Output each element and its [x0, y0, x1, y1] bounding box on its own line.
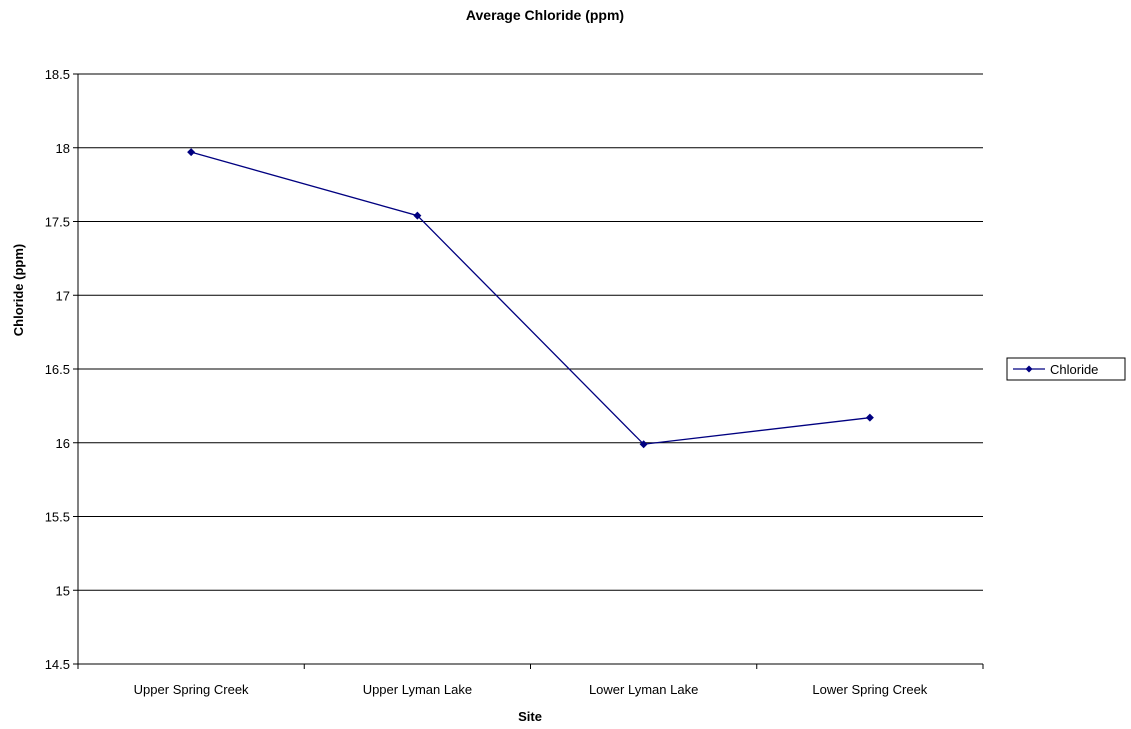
data-point — [413, 211, 422, 220]
data-point — [639, 440, 648, 449]
y-tick-labels: 14.5 15 15.5 16 16.5 17 17.5 18 18.5 — [45, 67, 78, 672]
x-tick-label: Lower Spring Creek — [812, 682, 927, 697]
y-tick-label: 16 — [56, 436, 70, 451]
y-tick-label: 15.5 — [45, 510, 70, 525]
x-axis-title: Site — [518, 709, 542, 724]
y-tick-label: 16.5 — [45, 362, 70, 377]
series-chloride — [187, 148, 874, 449]
grid-lines — [78, 73, 983, 591]
y-tick-label: 18.5 — [45, 67, 70, 82]
data-point — [865, 413, 874, 422]
legend: Chloride — [1006, 357, 1126, 381]
chart-title: Average Chloride (ppm) — [466, 7, 624, 23]
y-tick-label: 17 — [56, 288, 70, 303]
x-tick-label: Lower Lyman Lake — [589, 682, 698, 697]
y-tick-label: 15 — [56, 583, 70, 598]
legend-label-chloride: Chloride — [1050, 362, 1098, 377]
x-tick-label: Upper Spring Creek — [134, 682, 249, 697]
series-line — [190, 151, 870, 445]
x-tick-labels: Upper Spring Creek Upper Lyman Lake Lower … — [77, 664, 984, 697]
y-axis-title: Chloride (ppm) — [11, 244, 26, 336]
legend-box — [1006, 357, 1126, 381]
data-point — [187, 148, 196, 157]
y-tick-label: 18 — [56, 141, 70, 156]
y-tick-label: 14.5 — [45, 657, 70, 672]
x-tick-label: Upper Lyman Lake — [363, 682, 472, 697]
legend-marker-chloride — [1025, 365, 1033, 373]
y-tick-label: 17.5 — [45, 215, 70, 230]
